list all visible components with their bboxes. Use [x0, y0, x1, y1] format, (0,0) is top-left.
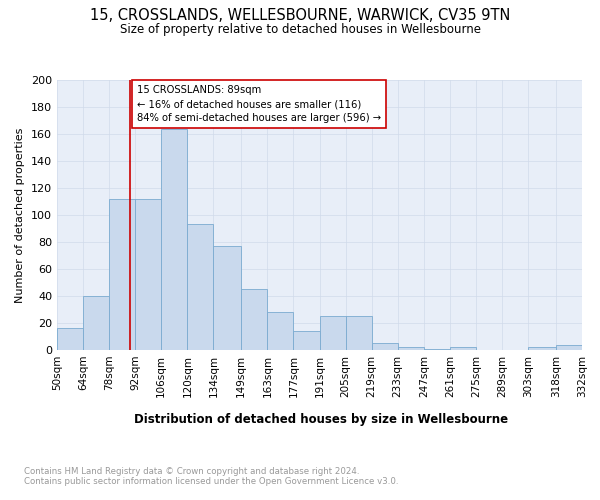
Text: 15, CROSSLANDS, WELLESBOURNE, WARWICK, CV35 9TN: 15, CROSSLANDS, WELLESBOURNE, WARWICK, C… — [90, 8, 510, 22]
Text: Distribution of detached houses by size in Wellesbourne: Distribution of detached houses by size … — [134, 412, 508, 426]
Text: 15 CROSSLANDS: 89sqm
← 16% of detached houses are smaller (116)
84% of semi-deta: 15 CROSSLANDS: 89sqm ← 16% of detached h… — [137, 86, 381, 124]
Bar — [109, 199, 135, 350]
Bar — [57, 328, 83, 350]
Bar — [582, 346, 600, 350]
Bar — [83, 296, 109, 350]
Bar — [528, 348, 556, 350]
Bar — [556, 344, 582, 350]
Bar — [371, 343, 398, 350]
Bar — [398, 348, 424, 350]
Bar — [450, 348, 476, 350]
Bar — [135, 199, 161, 350]
Text: Contains public sector information licensed under the Open Government Licence v3: Contains public sector information licen… — [24, 478, 398, 486]
Text: Contains HM Land Registry data © Crown copyright and database right 2024.: Contains HM Land Registry data © Crown c… — [24, 468, 359, 476]
Bar — [346, 316, 371, 350]
Bar — [293, 331, 320, 350]
Bar — [424, 348, 450, 350]
Bar — [161, 128, 187, 350]
Text: Size of property relative to detached houses in Wellesbourne: Size of property relative to detached ho… — [119, 22, 481, 36]
Bar — [268, 312, 293, 350]
Bar — [241, 289, 268, 350]
Bar — [187, 224, 214, 350]
Bar — [214, 246, 241, 350]
Bar — [320, 316, 346, 350]
Y-axis label: Number of detached properties: Number of detached properties — [16, 128, 25, 302]
